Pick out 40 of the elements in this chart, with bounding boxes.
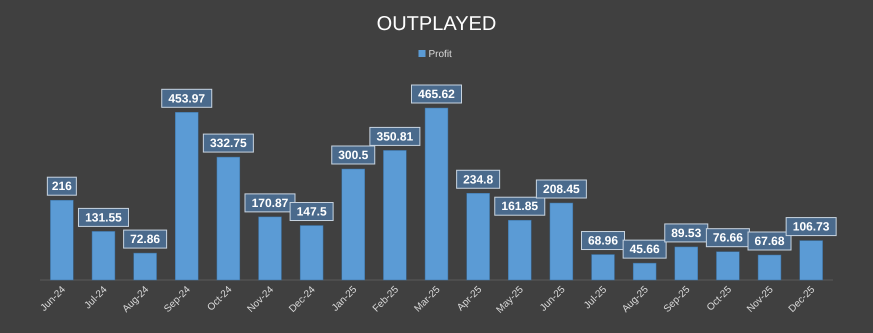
data-label: 216 xyxy=(52,179,72,194)
bar xyxy=(758,254,782,280)
bar xyxy=(799,240,823,280)
data-label: 208.45 xyxy=(543,182,580,196)
data-label: 170.87 xyxy=(252,196,289,210)
bar xyxy=(383,150,407,280)
data-label: 72.86 xyxy=(130,232,160,246)
data-label: 453.97 xyxy=(168,91,206,106)
bar xyxy=(258,216,282,280)
bar xyxy=(300,225,324,280)
data-label: 45.66 xyxy=(630,242,660,256)
bar xyxy=(50,200,74,280)
data-label: 68.96 xyxy=(588,234,618,248)
data-label: 234.8 xyxy=(463,172,494,186)
data-label: 300.5 xyxy=(338,148,369,162)
bar xyxy=(591,254,615,280)
data-label: 106.73 xyxy=(792,220,830,234)
data-label: 332.75 xyxy=(210,136,248,150)
bar xyxy=(508,220,532,280)
data-label: 161.85 xyxy=(501,199,538,214)
chart-title: OUTPLAYED xyxy=(376,13,496,35)
bar xyxy=(466,193,490,280)
bar xyxy=(175,112,198,280)
data-label: 67.68 xyxy=(754,234,785,248)
bar xyxy=(550,202,574,280)
data-label: 89.53 xyxy=(671,226,702,240)
legend-label: Profit xyxy=(428,49,452,60)
bar xyxy=(92,231,116,280)
data-label: 131.55 xyxy=(85,210,122,224)
bar xyxy=(133,252,157,280)
data-label: 465.62 xyxy=(418,87,456,101)
bar xyxy=(632,262,656,280)
bar xyxy=(216,156,240,280)
bar xyxy=(424,108,448,280)
bar xyxy=(716,251,740,280)
bar xyxy=(342,168,365,280)
data-label: 76.66 xyxy=(712,230,744,245)
data-label: 147.5 xyxy=(296,204,327,219)
data-label: 350.81 xyxy=(376,129,414,144)
bar xyxy=(674,246,698,280)
